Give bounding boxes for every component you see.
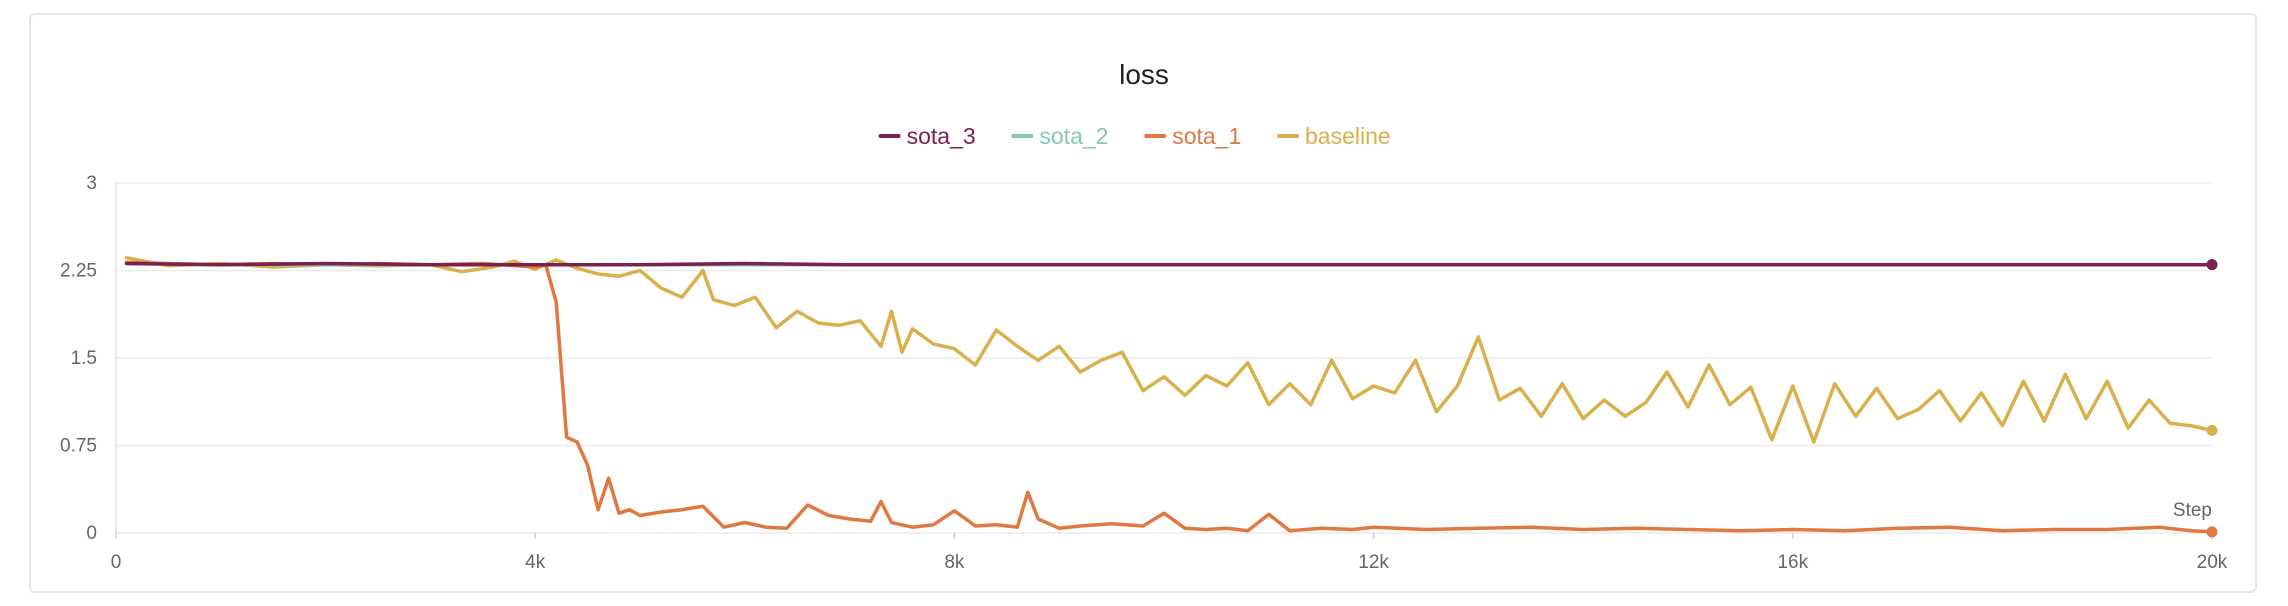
- x-tick-label: 0: [111, 552, 122, 573]
- series-lines: [124, 255, 2214, 534]
- series-line-sota_3: [124, 261, 2214, 267]
- legend-item-sota_2[interactable]: sota_2: [1011, 123, 1108, 149]
- legend-item-baseline[interactable]: baseline: [1277, 123, 1391, 149]
- y-tick-label: 0: [86, 523, 97, 544]
- series-line-sota_1: [124, 260, 2214, 534]
- grid: [115, 182, 2213, 539]
- axis-ticks: 0 0.75 1.5 2.25 3 0 4k 8k 12k 16k 20k: [60, 173, 2228, 573]
- series-line-baseline: [124, 255, 2214, 444]
- legend-item-sota_3[interactable]: sota_3: [878, 123, 976, 149]
- chart-title: loss: [1119, 59, 1169, 90]
- series-endpoint-sota_3: [2206, 259, 2218, 271]
- x-tick-label: 20k: [2197, 552, 2228, 573]
- x-tick-label: 16k: [1777, 552, 1808, 573]
- legend-item-sota_1[interactable]: sota_1: [1144, 123, 1241, 149]
- y-tick-label: 3: [86, 173, 97, 194]
- x-tick-label: 8k: [944, 552, 965, 573]
- x-tick-label: 4k: [525, 552, 546, 573]
- series-endpoint-baseline: [2206, 424, 2218, 436]
- x-tick-label: 12k: [1358, 552, 1389, 573]
- y-tick-label: 1.5: [71, 348, 97, 369]
- y-tick-label: 2.25: [60, 261, 97, 282]
- series-endpoint-sota_1: [2206, 526, 2218, 538]
- series-endpoints: [2206, 259, 2218, 538]
- legend-label: sota_2: [1039, 123, 1108, 149]
- legend-label: baseline: [1305, 123, 1391, 149]
- legend[interactable]: sota_3 sota_2 sota_1 baseline: [878, 123, 1391, 149]
- legend-label: sota_1: [1172, 123, 1241, 149]
- y-tick-label: 0.75: [60, 436, 97, 457]
- legend-label: sota_3: [907, 123, 976, 149]
- x-axis-label: Step: [2173, 500, 2212, 521]
- chart-card: [29, 13, 2257, 593]
